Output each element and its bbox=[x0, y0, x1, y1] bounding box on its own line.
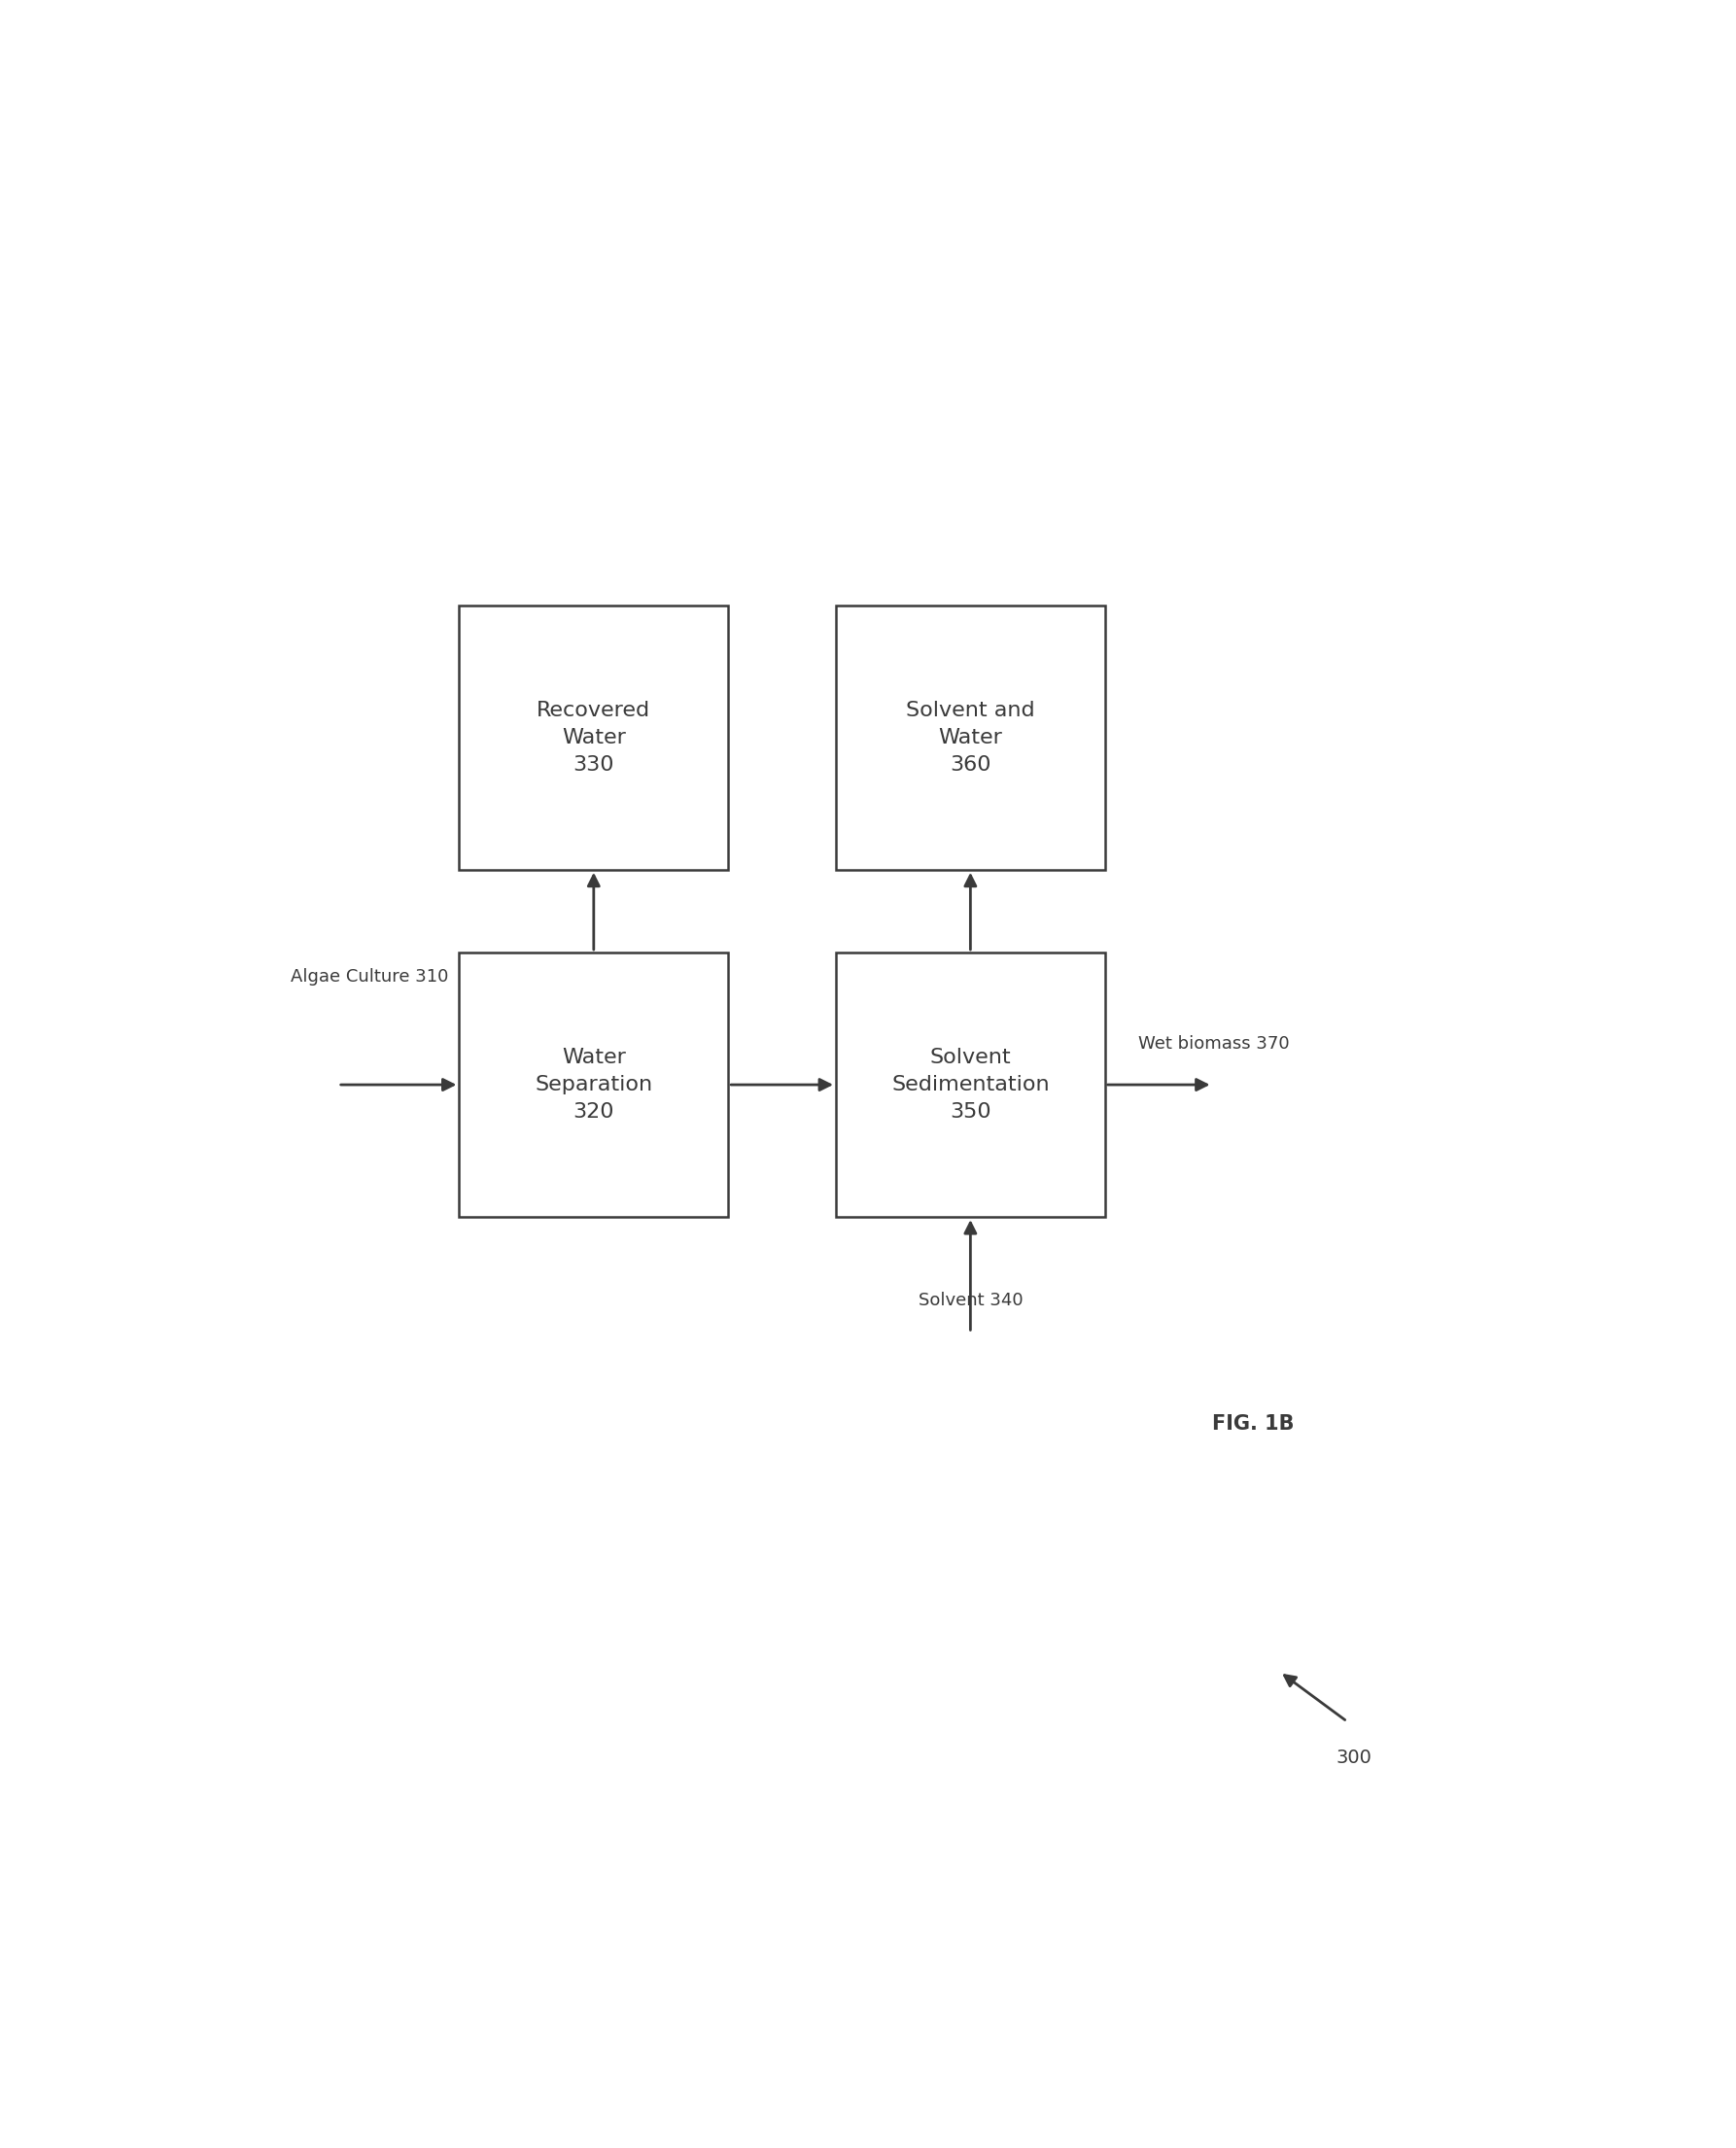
Text: Recovered
Water
330: Recovered Water 330 bbox=[536, 700, 651, 773]
Bar bbox=[837, 952, 1106, 1218]
Text: Solvent 340: Solvent 340 bbox=[918, 1291, 1023, 1308]
Text: Algae Culture 310: Algae Culture 310 bbox=[292, 969, 450, 986]
Text: Solvent
Sedimentation
350: Solvent Sedimentation 350 bbox=[891, 1048, 1050, 1121]
Text: FIG. 1B: FIG. 1B bbox=[1212, 1413, 1293, 1433]
Bar bbox=[837, 606, 1106, 870]
Text: Water
Separation
320: Water Separation 320 bbox=[535, 1048, 653, 1121]
Text: Solvent and
Water
360: Solvent and Water 360 bbox=[906, 700, 1035, 773]
Bar bbox=[458, 952, 729, 1218]
Bar bbox=[458, 606, 729, 870]
Text: 300: 300 bbox=[1337, 1748, 1371, 1768]
Text: Wet biomass 370: Wet biomass 370 bbox=[1139, 1035, 1290, 1053]
